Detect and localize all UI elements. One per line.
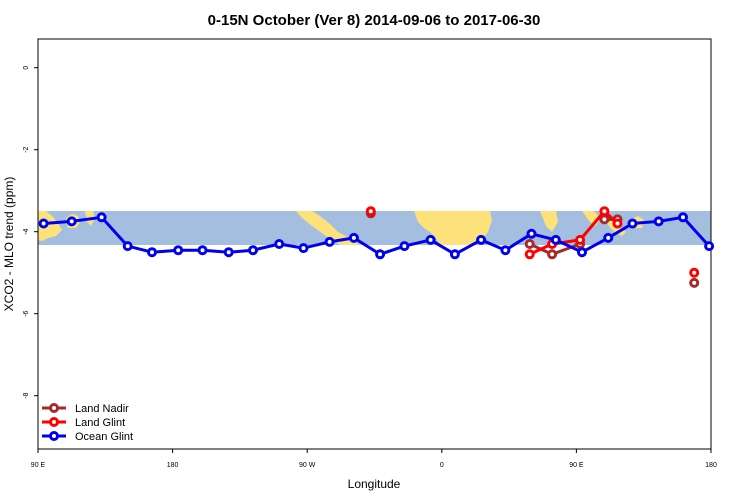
data-point-ocean-glint xyxy=(223,247,234,258)
data-point-ocean-glint xyxy=(500,245,511,256)
data-point-ocean-glint xyxy=(38,218,49,229)
data-point-ocean-glint xyxy=(399,241,410,252)
y-tick-label: -4 xyxy=(23,228,30,234)
y-axis-title: XCO2 - MLO trend (ppm) xyxy=(2,177,16,312)
data-point-ocean-glint xyxy=(248,245,258,256)
y-tick-label: -2 xyxy=(23,146,30,152)
data-point-ocean-glint xyxy=(704,241,715,252)
data-point-ocean-glint xyxy=(375,249,386,260)
data-point-ocean-glint xyxy=(122,241,133,252)
x-tick-label: 180 xyxy=(167,462,179,469)
data-point-ocean-glint xyxy=(147,247,157,258)
series-ocean-glint xyxy=(38,212,715,260)
x-tick-label: 90 W xyxy=(299,462,316,469)
legend-marker-land-glint xyxy=(49,417,59,427)
chart-title: 0-15N October (Ver 8) 2014-09-06 to 2017… xyxy=(208,12,541,29)
legend-marker-ocean-glint xyxy=(49,431,59,441)
data-point-ocean-glint xyxy=(96,212,107,223)
land-africa xyxy=(414,211,492,245)
data-point-ocean-glint xyxy=(348,232,359,243)
legend-label-land-glint: Land Glint xyxy=(75,417,125,429)
legend-label-ocean-glint: Ocean Glint xyxy=(75,431,133,443)
data-point-land-nadir xyxy=(547,249,558,260)
data-point-ocean-glint xyxy=(678,212,688,223)
data-point-land-nadir xyxy=(689,277,700,288)
y-tick-label: 0 xyxy=(23,66,30,70)
legend-item-land-nadir: Land Nadir xyxy=(42,403,129,415)
data-point-ocean-glint xyxy=(425,234,436,245)
x-tick-label: 90 E xyxy=(31,462,46,469)
data-point-ocean-glint xyxy=(173,245,184,256)
data-point-ocean-glint xyxy=(274,239,285,249)
data-point-land-glint xyxy=(575,234,586,245)
data-point-ocean-glint xyxy=(476,234,487,245)
data-point-land-nadir xyxy=(524,239,535,249)
data-point-ocean-glint xyxy=(66,216,77,227)
series-layer xyxy=(38,206,715,288)
data-point-ocean-glint xyxy=(197,245,208,256)
x-axis: 90 E 180 90 W 0 90 E 180 xyxy=(31,449,717,469)
data-point-ocean-glint xyxy=(577,247,587,258)
legend-item-ocean-glint: Ocean Glint xyxy=(42,431,133,443)
data-point-land-nadir xyxy=(599,214,610,225)
land-central-america xyxy=(296,211,362,245)
legend-label-land-nadir: Land Nadir xyxy=(75,403,129,415)
y-axis: 0 -2 -4 -6 -8 xyxy=(23,66,38,399)
data-point-ocean-glint xyxy=(653,216,664,227)
x-tick-label: 180 xyxy=(705,462,717,469)
data-point-land-glint xyxy=(365,206,376,217)
data-point-ocean-glint xyxy=(550,234,561,245)
data-point-land-glint xyxy=(524,249,535,260)
data-point-ocean-glint xyxy=(526,228,537,239)
data-point-ocean-glint xyxy=(603,232,614,243)
legend: Land Nadir Land Glint Ocean Glint xyxy=(42,403,133,443)
data-point-ocean-glint xyxy=(324,236,335,247)
data-point-land-glint xyxy=(612,218,623,229)
x-tick-label: 0 xyxy=(440,462,444,469)
x-tick-label: 90 E xyxy=(569,462,584,469)
data-point-ocean-glint xyxy=(449,249,460,260)
data-point-ocean-glint xyxy=(298,243,309,254)
land-india xyxy=(540,211,558,232)
data-point-land-glint xyxy=(689,267,700,278)
y-tick-label: -6 xyxy=(23,310,30,316)
data-point-ocean-glint xyxy=(627,218,638,229)
legend-item-land-glint: Land Glint xyxy=(42,417,125,429)
y-tick-label: -8 xyxy=(23,392,30,398)
legend-marker-land-nadir xyxy=(49,403,59,413)
land-sumatra xyxy=(38,211,62,241)
x-axis-title: Longitude xyxy=(348,477,401,491)
data-point-land-glint xyxy=(599,206,610,217)
